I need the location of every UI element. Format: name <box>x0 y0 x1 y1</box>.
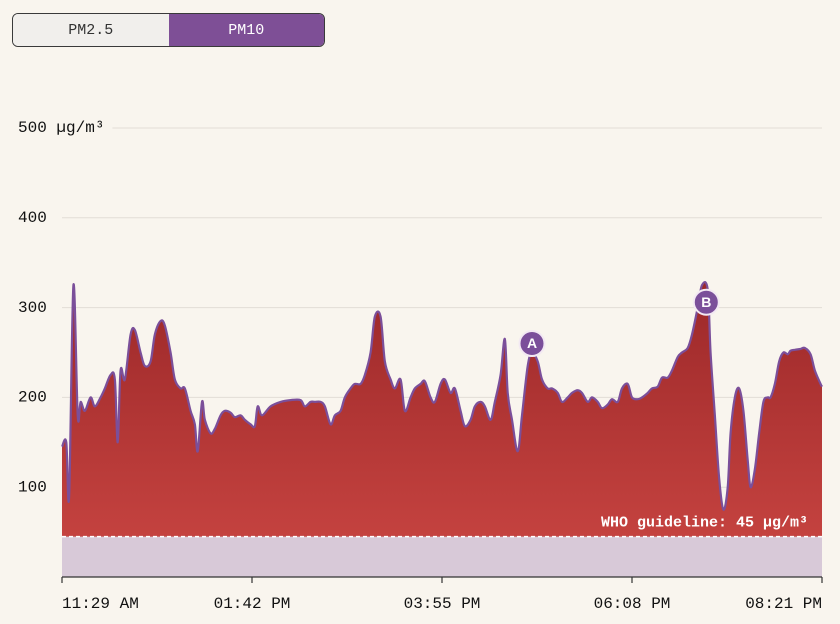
annotation-label: A <box>527 335 537 351</box>
guideline-band <box>62 536 822 577</box>
area-fill <box>62 282 822 537</box>
guideline-label: WHO guideline: 45 µg/m³ <box>601 515 808 532</box>
y-tick-label: 200 <box>18 389 47 407</box>
y-tick-label: 400 <box>18 209 47 227</box>
line <box>61 280 823 511</box>
annotation-marker <box>518 330 546 358</box>
x-tick-label: 06:08 PM <box>594 595 671 613</box>
y-tick-label: 300 <box>18 299 47 317</box>
toggle-option[interactable]: PM2.5 <box>13 14 169 46</box>
toggle-option[interactable]: PM10 <box>168 14 324 46</box>
annotation-label: B <box>701 294 711 310</box>
x-tick-label: 03:55 PM <box>404 595 481 613</box>
pollutant-toggle: PM2.5 PM10 <box>12 13 325 47</box>
y-tick-label: 100 <box>18 478 47 496</box>
x-tick-label: 01:42 PM <box>214 595 291 613</box>
x-tick-label: 11:29 AM <box>62 595 139 613</box>
x-tick-label: 08:21 PM <box>745 595 822 613</box>
annotation-marker <box>692 288 720 316</box>
y-tick-label: 500 µg/m³ <box>18 119 104 137</box>
